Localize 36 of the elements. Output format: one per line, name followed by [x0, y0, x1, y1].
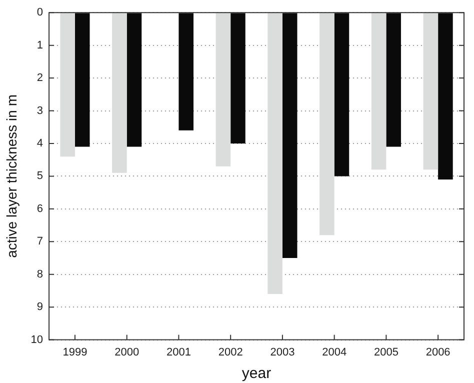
- bar: [371, 13, 386, 170]
- bar: [268, 13, 282, 294]
- y-axis-title: active layer thickness in m: [3, 94, 20, 258]
- bar: [178, 13, 194, 130]
- x-tick-label: 2002: [218, 346, 243, 358]
- y-tick-label: 2: [36, 72, 44, 84]
- bar: [438, 13, 453, 180]
- y-tick-label: 8: [36, 268, 44, 280]
- y-tick-label: 6: [36, 202, 44, 215]
- bar: [60, 13, 75, 157]
- bar: [386, 13, 401, 147]
- x-axis-title: year: [242, 365, 272, 382]
- bar: [334, 13, 350, 176]
- y-tick-label: 3: [36, 104, 44, 117]
- x-tick-label: 2001: [166, 346, 191, 358]
- bar: [423, 13, 438, 170]
- x-tick-label: 2000: [114, 346, 140, 358]
- y-tick-label: 4: [36, 138, 44, 150]
- bar: [74, 13, 90, 147]
- y-tick-label: 5: [36, 170, 44, 182]
- bar: [282, 13, 298, 258]
- bar: [320, 13, 334, 236]
- y-tick-label: 0: [36, 6, 44, 19]
- x-tick-label: 2003: [270, 346, 295, 358]
- y-tick-label: 7: [36, 236, 44, 248]
- x-tick-label: 1999: [62, 346, 88, 358]
- x-tick-label: 2005: [374, 346, 398, 358]
- y-tick-label: 1: [36, 39, 44, 52]
- y-tick-label: 9: [36, 301, 44, 314]
- x-tick-label: 2006: [426, 346, 450, 358]
- bar: [216, 13, 231, 166]
- bar: [230, 13, 246, 144]
- bar: [126, 13, 142, 147]
- bar: [112, 13, 127, 173]
- y-tick-label: 10: [30, 334, 44, 346]
- x-tick-label: 2004: [322, 346, 347, 358]
